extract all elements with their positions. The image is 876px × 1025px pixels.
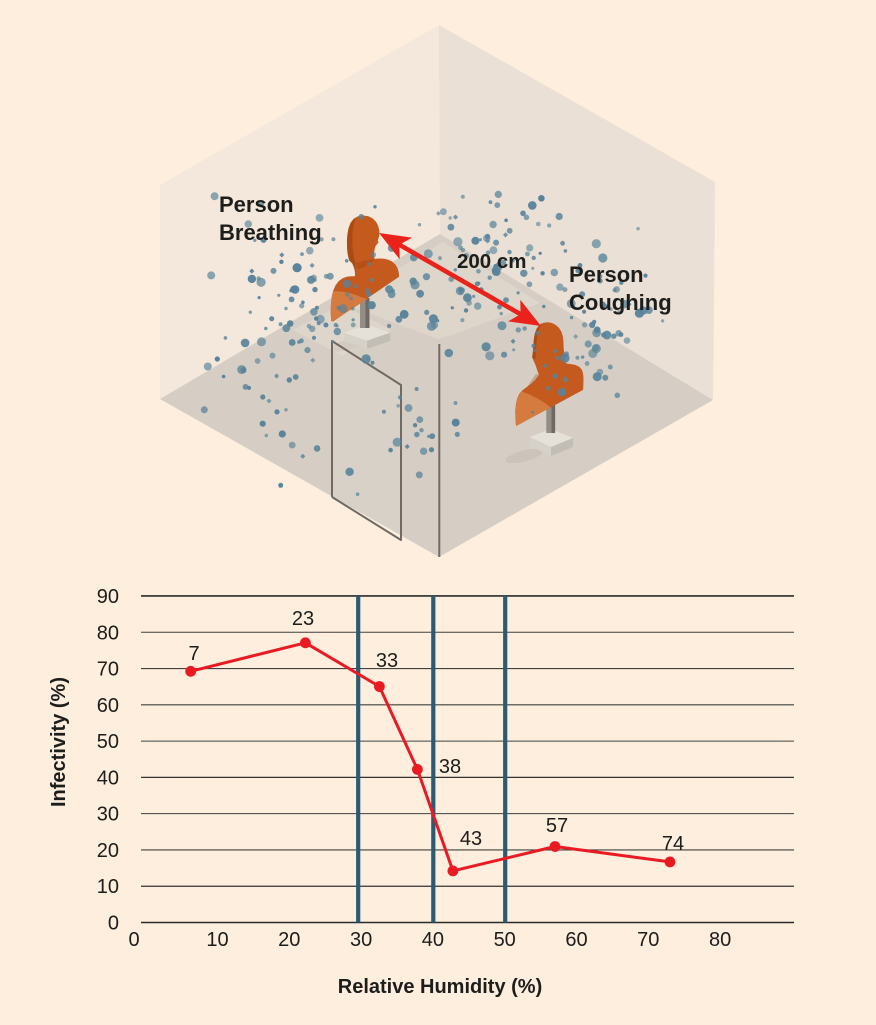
svg-text:Person: Person <box>219 192 294 217</box>
svg-text:38: 38 <box>439 756 461 778</box>
svg-text:7: 7 <box>188 643 199 665</box>
svg-text:40: 40 <box>97 767 119 789</box>
svg-text:Person: Person <box>569 262 644 287</box>
svg-text:20: 20 <box>278 929 300 951</box>
svg-text:90: 90 <box>97 586 119 608</box>
svg-text:10: 10 <box>206 929 228 951</box>
svg-text:30: 30 <box>97 804 119 826</box>
svg-text:43: 43 <box>460 828 482 850</box>
svg-text:Coughing: Coughing <box>569 290 672 315</box>
svg-text:Infectivity (%): Infectivity (%) <box>48 677 70 807</box>
svg-text:20: 20 <box>97 840 119 862</box>
svg-text:60: 60 <box>97 695 119 717</box>
svg-text:70: 70 <box>97 659 119 681</box>
svg-text:80: 80 <box>709 929 731 951</box>
svg-text:23: 23 <box>292 608 314 630</box>
svg-text:Breathing: Breathing <box>219 220 322 245</box>
svg-text:74: 74 <box>662 833 684 855</box>
svg-text:0: 0 <box>108 913 119 935</box>
svg-text:40: 40 <box>422 929 444 951</box>
svg-text:70: 70 <box>637 929 659 951</box>
svg-text:30: 30 <box>350 929 372 951</box>
svg-text:50: 50 <box>97 731 119 753</box>
svg-text:50: 50 <box>494 929 516 951</box>
svg-text:60: 60 <box>565 929 587 951</box>
svg-text:33: 33 <box>376 650 398 672</box>
svg-text:80: 80 <box>97 622 119 644</box>
svg-text:0: 0 <box>128 929 139 951</box>
svg-text:Relative Humidity (%): Relative Humidity (%) <box>338 976 542 998</box>
svg-text:10: 10 <box>97 876 119 898</box>
svg-text:57: 57 <box>546 815 568 837</box>
svg-text:200 cm: 200 cm <box>457 250 527 273</box>
